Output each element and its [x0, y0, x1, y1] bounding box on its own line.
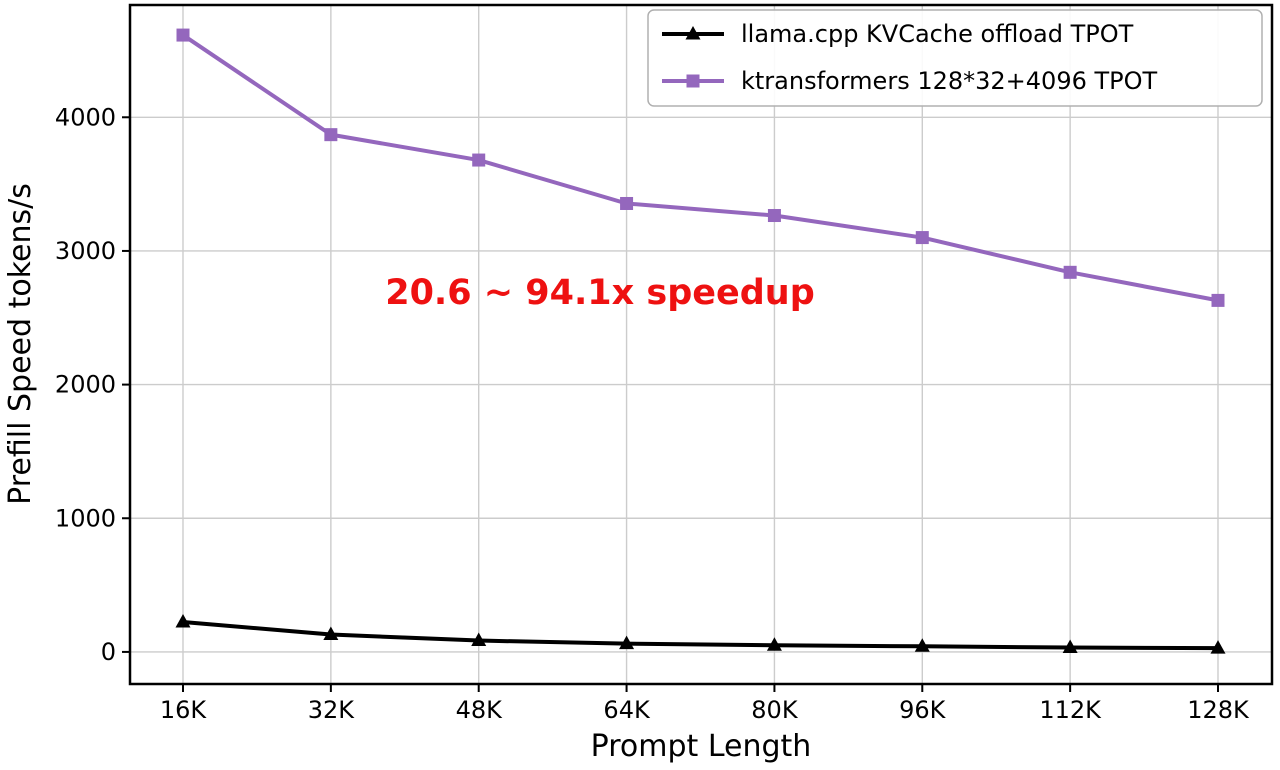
legend-label-series-1: ktransformers 128*32+4096 TPOT	[741, 67, 1158, 95]
series-0-marker	[914, 638, 930, 652]
y-tick-label: 3000	[55, 237, 116, 265]
x-tick-label: 128K	[1187, 696, 1250, 724]
x-tick-label: 48K	[456, 696, 504, 724]
series-line-0	[181, 619, 1220, 651]
series-0-marker	[1210, 640, 1226, 654]
legend-box	[647, 9, 1263, 107]
y-tick-label: 0	[101, 638, 116, 666]
legend-sample-marker-0	[685, 26, 701, 40]
grid-layer	[130, 5, 1272, 684]
y-tick-label: 4000	[55, 103, 116, 131]
legend-frame-layer	[647, 9, 1263, 107]
series-1-marker	[620, 196, 634, 210]
x-tick-label: 112K	[1039, 696, 1102, 724]
series-0-marker	[175, 613, 191, 628]
legend-label-series-0: llama.cpp KVCache offload TPOT	[741, 20, 1134, 48]
series-0-marker	[1062, 639, 1078, 654]
x-tick-label: 32K	[308, 696, 356, 724]
series-1-marker	[915, 231, 929, 245]
series-line-1	[181, 33, 1220, 303]
series-1-marker	[1211, 293, 1225, 307]
axis-layer: 16K 32K 48K 64K 80K 96K 112K 128K 0 1000 2000 3000 4…	[55, 3, 1274, 724]
series-1-marker	[176, 28, 190, 42]
series-0-marker	[323, 626, 339, 641]
speedup-annotation: 20.6 ~ 94.1x speedup	[385, 273, 815, 313]
x-tick-label: 96K	[899, 696, 947, 724]
x-axis-label: Prompt Length	[591, 729, 812, 764]
legend-sample-marker-1	[686, 74, 700, 88]
series-0-marker	[471, 632, 487, 647]
y-tick-label: 2000	[55, 371, 116, 399]
plot-border	[128, 3, 1274, 686]
series-0-marker	[766, 637, 782, 651]
series-1-marker	[767, 209, 781, 223]
x-tick-label: 64K	[603, 696, 651, 724]
x-tick-label: 16K	[160, 696, 208, 724]
series-0-marker	[619, 635, 635, 650]
y-tick-label: 1000	[55, 504, 116, 532]
series-1-marker	[1063, 265, 1077, 279]
series-1-marker	[472, 153, 486, 167]
x-tick-label: 80K	[751, 696, 799, 724]
series-1-marker	[324, 128, 338, 142]
y-axis-label: Prefill Speed tokens/s	[3, 183, 38, 505]
series-layer	[175, 28, 1226, 654]
